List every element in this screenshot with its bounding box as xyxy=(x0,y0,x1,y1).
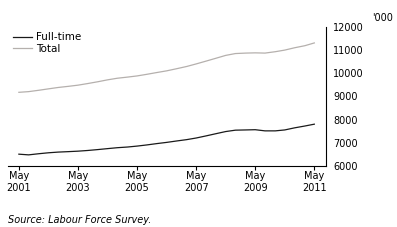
Total xyxy=(115,77,119,80)
Full-time xyxy=(233,129,238,131)
Total xyxy=(184,65,189,68)
Total xyxy=(26,90,31,93)
Full-time xyxy=(135,145,139,148)
Total xyxy=(282,49,287,52)
Total xyxy=(155,71,160,74)
Total xyxy=(253,52,258,54)
Total xyxy=(145,73,149,76)
Full-time xyxy=(96,148,100,151)
Full-time xyxy=(75,150,80,153)
Full-time xyxy=(115,146,119,149)
Full-time xyxy=(164,141,169,144)
Total xyxy=(233,52,238,55)
Full-time xyxy=(184,138,189,141)
Total xyxy=(135,75,139,77)
Full-time xyxy=(303,125,307,127)
Total xyxy=(75,84,80,86)
Full-time xyxy=(37,152,41,155)
Total xyxy=(66,85,71,88)
Full-time xyxy=(85,149,90,152)
Full-time xyxy=(262,129,267,132)
Total xyxy=(194,63,198,65)
Total xyxy=(223,54,228,57)
Total xyxy=(204,60,208,62)
Total xyxy=(96,80,100,83)
Full-time xyxy=(204,135,208,137)
Total xyxy=(214,57,219,59)
Total xyxy=(164,69,169,72)
Full-time xyxy=(145,143,149,146)
Full-time xyxy=(26,153,31,156)
Total xyxy=(243,52,248,54)
Total xyxy=(262,52,267,54)
Full-time xyxy=(312,123,317,126)
Full-time xyxy=(273,129,278,132)
Total xyxy=(105,79,110,81)
Line: Full-time: Full-time xyxy=(19,124,314,155)
Full-time xyxy=(214,132,219,135)
Full-time xyxy=(194,137,198,139)
Full-time xyxy=(56,151,61,153)
Total xyxy=(37,89,41,92)
Full-time xyxy=(155,142,160,145)
Full-time xyxy=(17,153,21,155)
Full-time xyxy=(174,140,179,142)
Full-time xyxy=(66,150,71,153)
Text: Source: Labour Force Survey.: Source: Labour Force Survey. xyxy=(8,215,151,225)
Line: Total: Total xyxy=(19,43,314,92)
Full-time xyxy=(253,128,258,131)
Full-time xyxy=(105,147,110,150)
Full-time xyxy=(292,126,297,129)
Total xyxy=(85,82,90,85)
Total xyxy=(125,76,130,79)
Full-time xyxy=(282,128,287,131)
Total xyxy=(303,44,307,47)
Full-time xyxy=(46,151,51,154)
Total xyxy=(174,67,179,70)
Total xyxy=(292,46,297,49)
Total xyxy=(312,42,317,44)
Total xyxy=(273,50,278,53)
Text: '000: '000 xyxy=(372,13,393,23)
Total xyxy=(46,87,51,90)
Total xyxy=(17,91,21,94)
Total xyxy=(56,86,61,89)
Full-time xyxy=(125,146,130,148)
Full-time xyxy=(243,128,248,131)
Full-time xyxy=(223,130,228,133)
Legend: Full-time, Total: Full-time, Total xyxy=(13,32,81,54)
